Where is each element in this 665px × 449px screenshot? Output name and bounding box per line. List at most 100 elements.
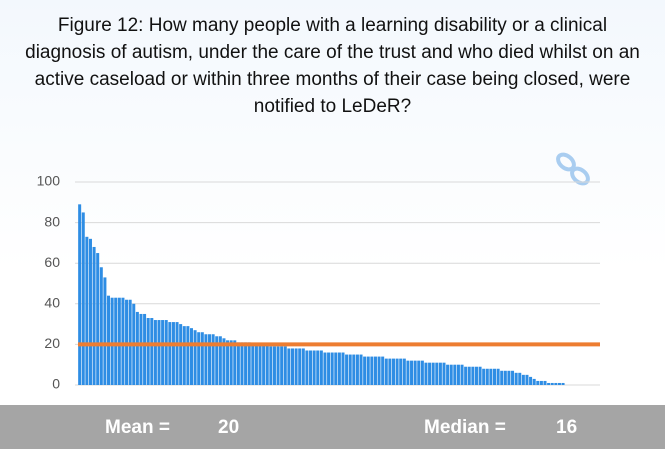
bar xyxy=(449,364,453,385)
chart: 0 20 40 60 80 100 xyxy=(37,152,600,392)
bar xyxy=(143,313,147,385)
bar xyxy=(125,299,129,385)
chart-title: Figure 12: How many people with a learni… xyxy=(25,15,640,117)
bar xyxy=(251,344,255,385)
bar xyxy=(164,320,168,385)
bar xyxy=(189,328,193,385)
bar xyxy=(547,382,551,385)
bar xyxy=(543,380,547,385)
bar xyxy=(114,297,118,385)
bar xyxy=(204,334,208,385)
bar xyxy=(355,354,359,385)
bar xyxy=(211,334,215,385)
bar xyxy=(88,238,92,385)
bar xyxy=(496,368,500,385)
bar xyxy=(312,350,316,385)
bar xyxy=(384,358,388,385)
bar xyxy=(489,368,493,385)
bar xyxy=(258,344,262,385)
bar xyxy=(532,378,536,385)
bar xyxy=(294,348,298,385)
median-value: 16 xyxy=(556,417,578,438)
bar xyxy=(200,332,204,385)
bar xyxy=(507,370,511,385)
bar xyxy=(402,358,406,385)
bar xyxy=(478,366,482,385)
bar xyxy=(529,376,533,385)
bar xyxy=(103,277,107,385)
bar xyxy=(500,370,504,385)
bar xyxy=(215,336,219,385)
bar xyxy=(474,366,478,385)
bar xyxy=(139,313,143,385)
bar xyxy=(557,382,561,385)
bar xyxy=(309,350,313,385)
bar xyxy=(298,348,302,385)
bar xyxy=(305,350,309,385)
bar xyxy=(471,366,475,385)
bar xyxy=(135,311,139,385)
bar xyxy=(81,212,85,385)
bar xyxy=(171,322,175,385)
link-icon xyxy=(556,152,590,186)
y-tick-label: 0 xyxy=(52,376,60,392)
y-tick-label: 20 xyxy=(44,335,60,351)
bar xyxy=(428,362,432,385)
bar xyxy=(464,366,468,385)
bar xyxy=(254,344,258,385)
bar xyxy=(536,380,540,385)
bar xyxy=(370,356,374,385)
bar xyxy=(240,342,244,385)
bar xyxy=(337,352,341,385)
bar xyxy=(107,295,111,385)
bar xyxy=(334,352,338,385)
bar xyxy=(435,362,439,385)
bar xyxy=(99,267,103,385)
bar xyxy=(359,354,363,385)
bar xyxy=(493,368,497,385)
bar xyxy=(290,348,294,385)
bar xyxy=(366,356,370,385)
bar xyxy=(388,358,392,385)
bar xyxy=(438,362,442,385)
bar xyxy=(377,356,381,385)
bar xyxy=(121,297,125,385)
bar xyxy=(420,360,424,385)
bar xyxy=(410,360,414,385)
bar xyxy=(269,346,273,385)
bar xyxy=(218,336,222,385)
bar xyxy=(327,352,331,385)
bar xyxy=(406,360,410,385)
bar xyxy=(146,318,150,385)
bar xyxy=(446,364,450,385)
bar xyxy=(265,344,269,385)
bar xyxy=(229,340,233,385)
bar xyxy=(460,364,464,385)
bar xyxy=(381,356,385,385)
bar xyxy=(399,358,403,385)
bar xyxy=(197,332,201,385)
mean-label: Mean = xyxy=(105,417,170,438)
bar xyxy=(348,354,352,385)
bar xyxy=(186,326,190,385)
bar xyxy=(431,362,435,385)
bar xyxy=(301,348,305,385)
bar xyxy=(467,366,471,385)
bar xyxy=(395,358,399,385)
bar xyxy=(262,344,266,385)
bar xyxy=(330,352,334,385)
bar xyxy=(208,334,212,385)
bar xyxy=(272,346,276,385)
bar xyxy=(319,350,323,385)
y-tick-label: 80 xyxy=(44,213,60,229)
bar xyxy=(316,350,320,385)
bar xyxy=(485,368,489,385)
bar xyxy=(511,370,515,385)
median-label: Median = xyxy=(424,417,506,438)
bar xyxy=(424,362,428,385)
bar xyxy=(168,322,172,385)
bar xyxy=(117,297,121,385)
bar xyxy=(179,324,183,385)
bar xyxy=(561,382,565,385)
